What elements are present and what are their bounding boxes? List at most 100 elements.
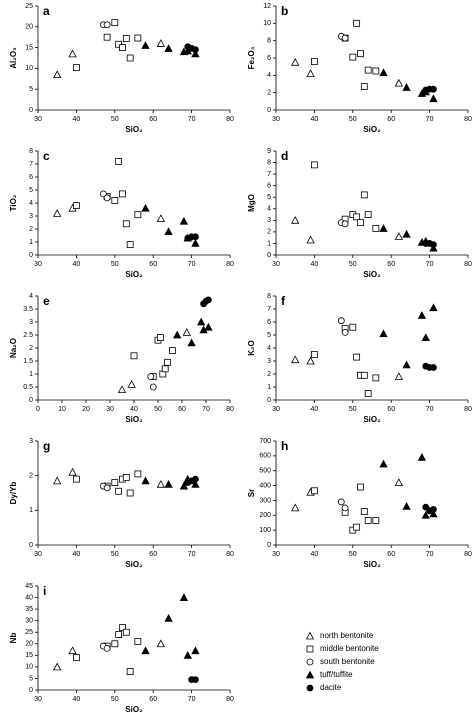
data-point bbox=[291, 503, 300, 512]
data-point bbox=[161, 365, 169, 373]
x-tick-label: 60 bbox=[178, 406, 186, 413]
x-tick-label: 30 bbox=[34, 116, 42, 123]
y-tick-label: 3 bbox=[267, 217, 271, 224]
y-tick-label: 45 bbox=[25, 583, 33, 590]
legend-label: middle bentonite bbox=[320, 644, 379, 653]
y-tick-label: 3 bbox=[29, 213, 33, 220]
data-point bbox=[337, 498, 345, 506]
y-tick-label: 10 bbox=[263, 20, 271, 27]
data-point bbox=[357, 483, 364, 491]
data-point bbox=[360, 83, 368, 90]
x-tick-label: 0 bbox=[36, 406, 40, 413]
y-tick-label: 1 bbox=[29, 507, 33, 514]
y-tick-label: 0 bbox=[29, 107, 33, 114]
data-point bbox=[306, 356, 315, 365]
data-point bbox=[164, 358, 172, 366]
data-point bbox=[187, 338, 196, 347]
data-point bbox=[353, 523, 361, 531]
y-tick-label: 6 bbox=[267, 183, 271, 190]
data-point bbox=[429, 94, 438, 103]
y-tick-label: 0 bbox=[267, 107, 271, 114]
data-point bbox=[364, 517, 372, 524]
x-tick-label: 80 bbox=[226, 261, 234, 268]
data-point bbox=[126, 668, 134, 675]
data-point bbox=[364, 66, 372, 74]
y-tick-label: 0.5 bbox=[23, 384, 33, 391]
data-point bbox=[357, 219, 364, 227]
y-tick-label: 20 bbox=[25, 641, 33, 648]
data-point bbox=[372, 225, 380, 232]
y-axis-label: K₂O bbox=[247, 340, 256, 356]
x-tick-label: 60 bbox=[387, 551, 395, 558]
y-tick-label: 35 bbox=[25, 606, 33, 613]
panel-label: c bbox=[43, 149, 50, 163]
data-point bbox=[53, 209, 62, 217]
x-tick-label: 70 bbox=[426, 261, 434, 268]
y-axis-label: Al₂O₃ bbox=[9, 47, 18, 69]
data-point bbox=[182, 328, 191, 336]
x-tick-label: 70 bbox=[426, 406, 434, 413]
data-point bbox=[402, 360, 411, 369]
legend-label: dacite bbox=[320, 683, 342, 692]
data-point bbox=[429, 509, 438, 518]
data-point bbox=[372, 374, 380, 382]
y-tick-label: 3 bbox=[29, 438, 33, 445]
data-point bbox=[168, 347, 176, 355]
y-tick-label: 15 bbox=[25, 44, 33, 51]
x-tick-label: 40 bbox=[311, 116, 319, 123]
data-point bbox=[204, 296, 212, 304]
x-tick-label: 30 bbox=[106, 406, 114, 413]
y-tick-label: 5 bbox=[29, 187, 33, 194]
data-point bbox=[429, 303, 438, 312]
data-point bbox=[73, 202, 80, 210]
data-point bbox=[430, 241, 437, 249]
data-point bbox=[73, 654, 80, 662]
y-tick-label: 200 bbox=[259, 512, 271, 519]
y-tick-label: 2.5 bbox=[23, 332, 33, 339]
y-tick-label: 7 bbox=[29, 161, 33, 168]
x-axis-label: SiO₂ bbox=[125, 270, 143, 279]
data-point bbox=[360, 371, 368, 379]
data-point bbox=[306, 235, 315, 244]
y-tick-label: 10 bbox=[25, 664, 33, 671]
data-point bbox=[291, 57, 300, 66]
data-point bbox=[337, 317, 345, 325]
data-point bbox=[53, 70, 62, 79]
y-tick-label: 30 bbox=[25, 618, 33, 625]
y-tick-label: 100 bbox=[259, 527, 271, 534]
x-tick-label: 70 bbox=[188, 551, 196, 558]
y-tick-label: 9 bbox=[267, 148, 271, 155]
y-tick-label: 4 bbox=[29, 293, 33, 300]
data-point bbox=[341, 328, 349, 336]
y-tick-label: 8 bbox=[267, 293, 271, 300]
data-point bbox=[122, 473, 130, 481]
x-tick-label: 30 bbox=[34, 696, 42, 703]
x-axis-label: SiO₂ bbox=[125, 125, 143, 134]
y-tick-label: 1 bbox=[267, 240, 271, 247]
legend-label: tuff/tuffite bbox=[320, 670, 353, 679]
y-tick-label: 0 bbox=[29, 542, 33, 549]
x-axis-label: SiO₂ bbox=[363, 560, 381, 569]
x-tick-label: 50 bbox=[111, 551, 119, 558]
legend-marker bbox=[306, 684, 314, 692]
x-tick-label: 80 bbox=[464, 116, 472, 123]
y-tick-label: 3 bbox=[29, 319, 33, 326]
data-point bbox=[156, 214, 166, 222]
y-tick-label: 400 bbox=[259, 482, 271, 489]
x-axis-label: SiO₂ bbox=[363, 270, 381, 279]
data-point bbox=[310, 161, 318, 169]
x-tick-label: 60 bbox=[387, 116, 395, 123]
data-point bbox=[310, 351, 318, 358]
data-point bbox=[68, 646, 77, 655]
y-tick-label: 5 bbox=[29, 86, 33, 93]
x-tick-label: 50 bbox=[349, 551, 357, 558]
y-tick-label: 3 bbox=[267, 358, 271, 365]
x-tick-label: 40 bbox=[73, 261, 81, 268]
data-point bbox=[341, 34, 349, 42]
data-point bbox=[141, 646, 150, 655]
data-point bbox=[126, 54, 134, 62]
x-tick-label: 80 bbox=[464, 406, 472, 413]
panel-label: d bbox=[281, 149, 288, 163]
y-axis-label: Nb bbox=[9, 633, 18, 644]
